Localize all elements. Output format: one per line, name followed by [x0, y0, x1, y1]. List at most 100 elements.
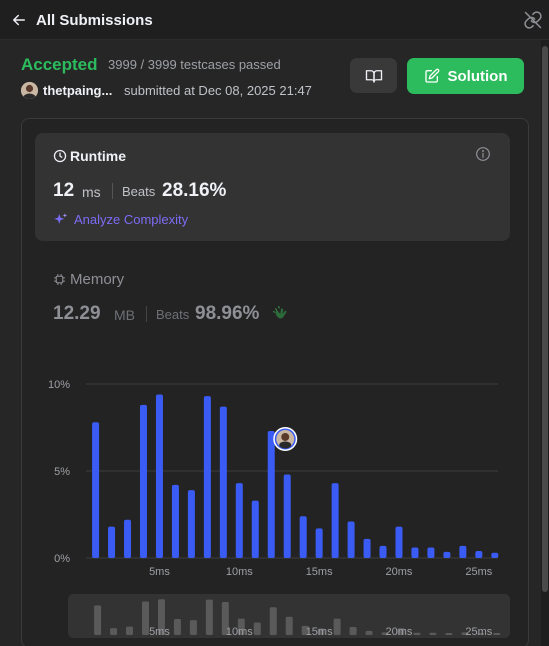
minimap-bar [237, 618, 245, 635]
memory-beats-percent: 98.96% [195, 303, 260, 324]
bar[interactable] [124, 519, 132, 558]
bar[interactable] [283, 474, 291, 558]
minimap-tick-label: 5ms [149, 626, 170, 638]
minimap-bar [157, 599, 165, 635]
memory-value: 12.29 [53, 303, 101, 324]
runtime-beats-label: Beats [122, 184, 156, 199]
memory-title[interactable]: Memory [70, 271, 125, 288]
bar[interactable] [219, 406, 227, 558]
minimap-bar [189, 620, 197, 635]
bar[interactable] [235, 483, 243, 558]
bar[interactable] [187, 490, 195, 558]
x-tick-label: 25ms [465, 566, 492, 578]
chart-minimap[interactable]: 5ms 10ms 15ms 20ms 25ms [68, 594, 510, 638]
arrow-left-icon [13, 14, 25, 26]
runtime-beats-percent: 28.16% [162, 180, 227, 201]
bar[interactable] [251, 500, 259, 558]
info-icon[interactable] [475, 146, 491, 162]
minimap-bar [285, 616, 293, 635]
bar[interactable] [108, 526, 116, 558]
book-open-icon [365, 69, 382, 83]
clapping-hands-icon [272, 305, 287, 319]
bar[interactable] [267, 430, 275, 558]
runtime-value: 12 [53, 180, 75, 201]
bar[interactable] [92, 422, 100, 558]
submission-status: Accepted [21, 55, 98, 74]
minimap-bar [301, 625, 309, 635]
bar[interactable] [139, 404, 147, 558]
analyze-complexity-button[interactable]: Analyze Complexity [53, 211, 188, 227]
minimap-tick-label: 15ms [306, 626, 333, 638]
bar[interactable] [299, 516, 307, 558]
minimap-bar [126, 626, 134, 635]
avatar[interactable] [21, 82, 38, 99]
memory-divider [146, 306, 147, 322]
x-tick-label: 15ms [306, 566, 333, 578]
top-bar: All Submissions [0, 0, 549, 40]
analyze-complexity-label: Analyze Complexity [74, 211, 189, 227]
minimap-tick-label: 25ms [465, 626, 492, 638]
minimap-bar [253, 622, 261, 635]
bar[interactable] [491, 552, 499, 558]
minimap-bar [461, 632, 469, 635]
bar[interactable] [331, 483, 339, 558]
runtime-divider [112, 183, 113, 199]
memory-chip-icon [54, 274, 65, 285]
memory-unit: MB [114, 307, 135, 323]
y-tick-label: 0% [54, 553, 70, 565]
minimap-bar [493, 633, 501, 635]
bar[interactable] [315, 528, 323, 558]
minimap-bar [94, 605, 102, 635]
runtime-box[interactable] [35, 133, 510, 241]
bar[interactable] [155, 394, 163, 558]
bar[interactable] [363, 538, 371, 558]
runtime-title: Runtime [70, 148, 126, 164]
bar[interactable] [203, 396, 211, 558]
minimap-bar [221, 601, 229, 635]
submitted-timestamp: submitted at Dec 08, 2025 21:47 [124, 83, 312, 98]
link-icon[interactable] [523, 10, 543, 30]
minimap-tick-label: 10ms [226, 626, 253, 638]
minimap-bar [141, 601, 149, 635]
username-link[interactable]: thetpaing... [43, 83, 113, 98]
testcases-passed: 3999 / 3999 testcases passed [108, 57, 281, 72]
minimap-bar [333, 618, 341, 635]
your-submission-marker[interactable] [273, 426, 298, 451]
x-tick-label: 10ms [226, 566, 253, 578]
minimap-bar [381, 632, 389, 635]
minimap-bar [397, 628, 405, 635]
memory-beats-label: Beats [156, 307, 190, 322]
minimap-bar [429, 632, 437, 635]
x-tick-label: 20ms [386, 566, 413, 578]
back-to-all-submissions-button[interactable]: All Submissions [10, 8, 153, 32]
minimap-tick-label: 20ms [386, 626, 413, 638]
bar[interactable] [395, 526, 403, 558]
edit-icon [424, 68, 439, 83]
bar[interactable] [459, 545, 467, 558]
y-tick-label: 5% [54, 466, 70, 478]
bar[interactable] [411, 547, 419, 558]
minimap-bar [317, 628, 325, 635]
minimap-bar [477, 633, 485, 635]
minimap-bar [205, 599, 213, 635]
bar[interactable] [171, 484, 179, 558]
solution-button[interactable]: Solution [407, 58, 524, 94]
x-tick-label: 5ms [149, 566, 170, 578]
minimap-bar [110, 628, 118, 635]
runtime-unit: ms [82, 184, 101, 200]
sparkle-icon [54, 212, 68, 224]
bar[interactable] [443, 551, 451, 558]
bar[interactable] [475, 551, 483, 558]
bar[interactable] [347, 521, 355, 558]
editorial-button[interactable] [350, 58, 397, 93]
bar[interactable] [427, 547, 435, 558]
scrollbar-thumb[interactable] [542, 46, 548, 592]
solution-label: Solution [447, 67, 508, 85]
minimap-bar [349, 627, 357, 635]
y-tick-label: 10% [48, 379, 70, 391]
bar[interactable] [379, 545, 387, 558]
back-label: All Submissions [36, 11, 153, 29]
minimap-bar [173, 619, 181, 635]
clock-icon [53, 149, 67, 163]
runtime-distribution-chart[interactable]: 0% 5% 10% 5ms 10ms 15ms 20ms 25ms [40, 370, 505, 580]
